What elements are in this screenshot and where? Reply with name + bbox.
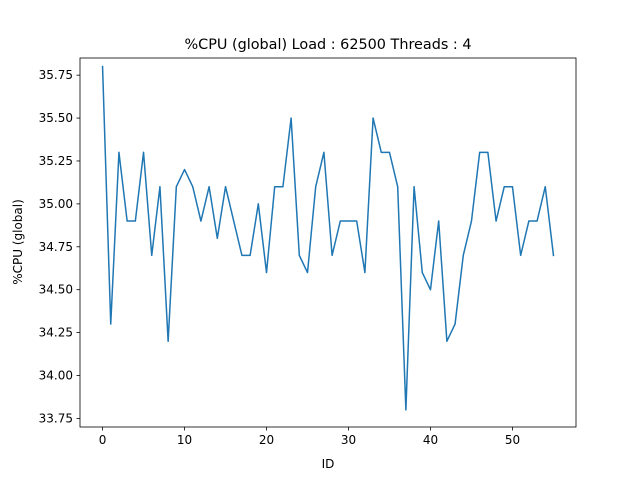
data-point	[421, 271, 423, 274]
plot-frame	[79, 57, 577, 428]
data-point	[290, 117, 292, 119]
y-tick-label: 34.50	[39, 283, 73, 297]
series-group	[101, 65, 555, 411]
y-tick-label: 34.25	[39, 326, 73, 340]
data-point	[503, 186, 505, 188]
data-point	[429, 289, 432, 291]
data-point	[274, 186, 276, 188]
chart-title: %CPU (global) Load : 62500 Threads : 4	[184, 37, 471, 53]
data-point	[323, 151, 325, 153]
x-axis: 0 10 20 30 40 50	[99, 427, 520, 447]
data-point	[339, 220, 341, 222]
data-point	[446, 340, 448, 342]
data-point	[298, 254, 300, 256]
data-point	[282, 186, 284, 188]
x-tick-label: 0	[99, 433, 107, 447]
data-point	[241, 254, 243, 256]
data-point	[544, 186, 546, 188]
data-point	[487, 151, 489, 153]
data-point	[265, 271, 268, 274]
data-point	[438, 220, 440, 222]
y-tick-label: 34.75	[39, 240, 73, 254]
data-point	[511, 186, 514, 188]
data-point	[110, 323, 112, 325]
data-point	[372, 117, 374, 119]
data-point	[233, 220, 235, 222]
y-tick-label: 35.25	[39, 154, 73, 168]
data-point	[134, 220, 136, 222]
data-point	[413, 186, 415, 188]
y-axis: 33.75 34.00 34.25 34.50 34.75 35.00 35.25 35.50…	[39, 68, 80, 425]
data-point	[118, 151, 120, 153]
data-point	[315, 186, 317, 188]
x-tick-label: 50	[505, 433, 520, 447]
data-point	[151, 254, 153, 256]
data-point	[216, 237, 218, 239]
data-point	[101, 65, 104, 68]
data-point	[536, 220, 538, 222]
data-point	[405, 409, 407, 411]
y-tick-label: 35.75	[39, 68, 73, 82]
data-point	[159, 186, 161, 188]
x-tick-label: 20	[259, 433, 274, 447]
data-point	[331, 254, 333, 256]
data-point	[479, 151, 481, 153]
data-point	[495, 220, 497, 222]
data-point	[200, 220, 202, 222]
y-tick-label: 35.00	[39, 197, 73, 211]
data-point	[528, 220, 530, 222]
y-tick-label: 34.00	[39, 369, 73, 383]
x-axis-label: ID	[322, 457, 335, 471]
x-tick-label: 40	[423, 433, 438, 447]
data-point	[364, 271, 366, 274]
data-point	[142, 151, 145, 153]
data-point	[380, 151, 382, 153]
data-point	[454, 323, 456, 325]
data-point	[192, 186, 194, 188]
data-point	[306, 271, 309, 274]
x-tick-label: 30	[341, 433, 356, 447]
data-point	[208, 186, 210, 188]
data-point	[356, 220, 358, 222]
data-point	[175, 186, 177, 188]
data-point	[520, 254, 522, 256]
data-point	[397, 186, 399, 188]
data-point	[126, 220, 128, 222]
y-tick-label: 35.50	[39, 111, 73, 125]
data-point	[388, 151, 391, 153]
y-axis-label: %CPU (global)	[11, 199, 25, 285]
data-point	[257, 203, 259, 205]
data-point	[552, 254, 555, 256]
data-point	[347, 220, 350, 222]
data-point	[249, 254, 251, 256]
data-point	[224, 186, 227, 188]
data-point	[462, 254, 464, 256]
x-tick-label: 10	[177, 433, 192, 447]
data-point	[183, 168, 186, 171]
series-line	[101, 65, 555, 411]
y-tick-label: 33.75	[39, 411, 73, 425]
data-point	[470, 220, 473, 222]
data-point	[167, 340, 169, 342]
